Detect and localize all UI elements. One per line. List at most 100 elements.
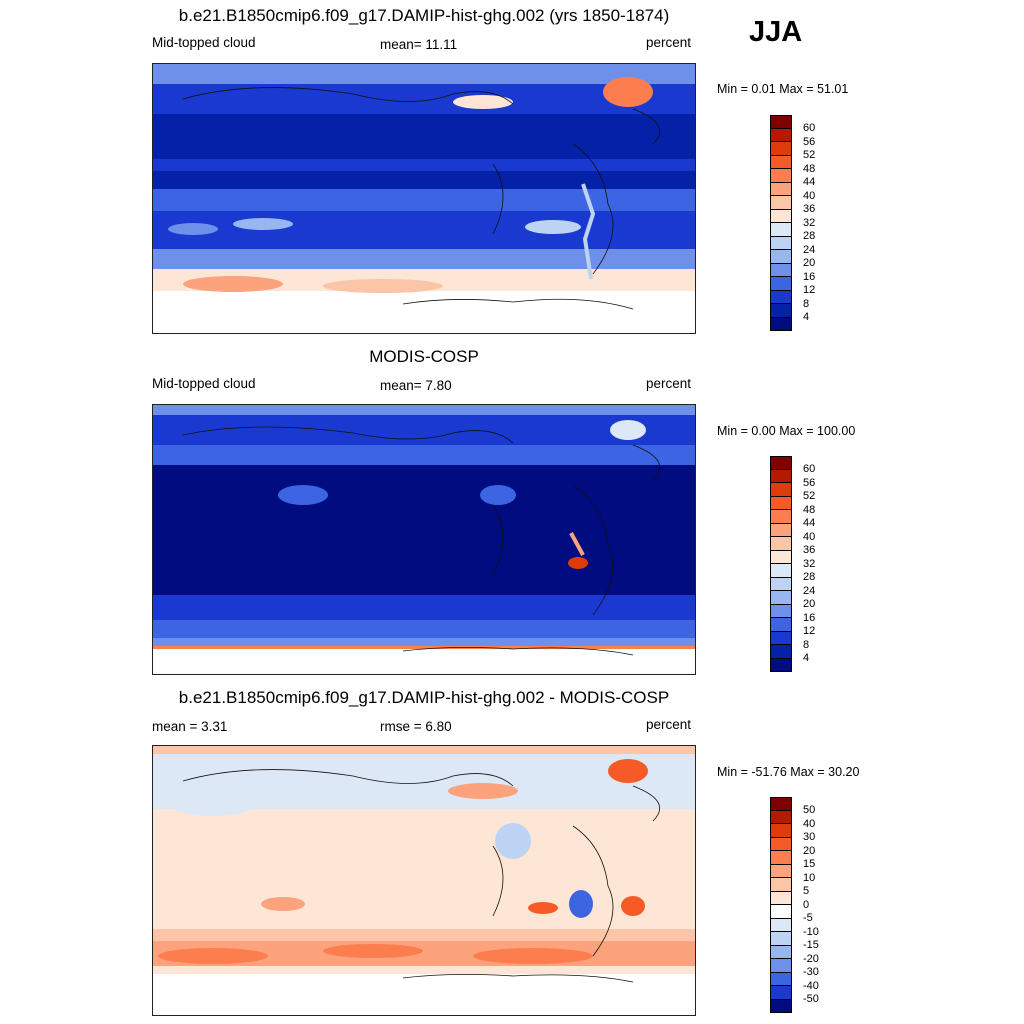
colorbar-tick-label: -5 [803, 912, 813, 924]
colorbar-tick-label: 48 [803, 503, 816, 516]
panel1-title: b.e21.B1850cmip6.f09_g17.DAMIP-hist-ghg.… [178, 6, 670, 25]
colorbar-swatch [770, 209, 792, 223]
colorbar-swatch [770, 483, 792, 497]
colorbar-swatch [770, 618, 792, 632]
colorbar-tick-label: 15 [803, 858, 816, 870]
colorbar-tick-label: 56 [803, 135, 816, 148]
colorbar-swatch [770, 837, 792, 851]
colorbar-tick-label: 16 [803, 611, 816, 624]
colorbar-swatch [770, 918, 792, 932]
colorbar-swatch [770, 604, 792, 618]
colorbar-tick-label: 32 [803, 216, 816, 229]
colorbar-swatch [770, 456, 792, 470]
panel1-minmax: Min = 0.01 Max = 51.01 [717, 82, 849, 96]
colorbar-swatch [770, 537, 792, 551]
colorbar-swatch [770, 810, 792, 824]
panel2-units-label: percent [646, 376, 692, 391]
colorbar-tick-label: 44 [803, 517, 816, 529]
colorbar-swatch [770, 304, 792, 318]
colorbar-tick-label: 60 [803, 463, 816, 475]
colorbar-swatch [770, 510, 792, 524]
colorbar-tick-label: 8 [803, 638, 810, 651]
colorbar-tick-label: 40 [803, 817, 816, 830]
colorbar-swatch [770, 236, 792, 250]
panel2-variable-label: Mid-topped cloud [152, 376, 256, 391]
colorbar-tick-label: 4 [803, 311, 810, 323]
colorbar-swatch [770, 878, 792, 892]
colorbar-swatch [770, 128, 792, 142]
colorbar-tick-label: 24 [803, 584, 816, 597]
colorbar-swatch [770, 945, 792, 959]
colorbar-tick-label: 0 [803, 898, 810, 911]
colorbar-tick-label: 5 [803, 885, 810, 897]
colorbar-swatch [770, 999, 792, 1013]
colorbar-tick-label: 56 [803, 476, 816, 489]
colorbar-swatch [770, 550, 792, 564]
panel1-map [152, 63, 696, 334]
colorbar-swatch [770, 115, 792, 129]
colorbar-swatch [770, 317, 792, 331]
colorbar-tick-label: 36 [803, 544, 816, 556]
colorbar-swatch [770, 972, 792, 986]
colorbar-swatch [770, 824, 792, 838]
colorbar-swatch [770, 169, 792, 183]
colorbar-swatch [770, 155, 792, 169]
colorbar-swatch [770, 182, 792, 196]
colorbar-swatch [770, 591, 792, 605]
colorbar-tick-label: 20 [803, 257, 816, 269]
colorbar-swatch [770, 932, 792, 946]
colorbar-swatch [770, 645, 792, 659]
colorbar-swatch [770, 223, 792, 237]
colorbar-tick-label: -50 [803, 993, 819, 1005]
colorbar-tick-label: -40 [803, 979, 819, 992]
panel3-mean-label: mean = 3.31 [152, 719, 228, 734]
panel2-mean-label: mean= 7.80 [380, 378, 452, 393]
colorbar-tick-label: 50 [803, 804, 816, 816]
colorbar-swatch [770, 891, 792, 905]
colorbar-tick-label: 20 [803, 598, 816, 610]
season-label: JJA [749, 16, 803, 48]
panel3-units-label: percent [646, 717, 692, 732]
colorbar-tick-label: 24 [803, 243, 816, 256]
colorbar-tick-label: 52 [803, 149, 816, 161]
panel3-rmse-label: rmse = 6.80 [380, 719, 452, 734]
colorbar-tick-label: 4 [803, 652, 810, 664]
colorbar-tick-label: 32 [803, 557, 816, 570]
colorbar-tick-label: 44 [803, 176, 816, 188]
panel1-mean-label: mean= 11.11 [380, 37, 458, 52]
colorbar-swatch [770, 469, 792, 483]
panel2-map [152, 404, 696, 675]
colorbar-tick-label: 10 [803, 871, 816, 884]
panel2-title: MODIS-COSP [369, 347, 479, 366]
colorbar-tick-label: 12 [803, 625, 816, 637]
panel2-colorbar [770, 456, 792, 672]
panel1-variable-label: Mid-topped cloud [152, 35, 256, 50]
panel2-minmax: Min = 0.00 Max = 100.00 [717, 424, 856, 438]
colorbar-tick-label: -10 [803, 925, 819, 938]
colorbar-tick-label: -30 [803, 966, 819, 978]
colorbar-tick-label: 40 [803, 189, 816, 202]
colorbar-tick-label: 40 [803, 530, 816, 543]
panel1-colorbar [770, 115, 792, 331]
colorbar-swatch [770, 577, 792, 591]
panel3-minmax: Min = -51.76 Max = 30.20 [717, 765, 860, 779]
colorbar-tick-label: 60 [803, 122, 816, 134]
colorbar-tick-label: 16 [803, 270, 816, 283]
colorbar-swatch [770, 658, 792, 672]
colorbar-tick-label: -15 [803, 939, 819, 951]
colorbar-swatch [770, 631, 792, 645]
colorbar-tick-label: 20 [803, 844, 816, 857]
colorbar-tick-label: 28 [803, 571, 816, 583]
colorbar-swatch [770, 986, 792, 1000]
colorbar-tick-label: 8 [803, 297, 810, 310]
colorbar-swatch [770, 277, 792, 291]
colorbar-swatch [770, 851, 792, 865]
panel3-colorbar [770, 797, 792, 1013]
panel3-title: b.e21.B1850cmip6.f09_g17.DAMIP-hist-ghg.… [178, 688, 670, 707]
colorbar-tick-label: 12 [803, 284, 816, 296]
colorbar-tick-label: 36 [803, 203, 816, 215]
colorbar-tick-label: -20 [803, 952, 819, 965]
colorbar-swatch [770, 797, 792, 811]
panel1-units-label: percent [646, 35, 692, 50]
colorbar-swatch [770, 290, 792, 304]
